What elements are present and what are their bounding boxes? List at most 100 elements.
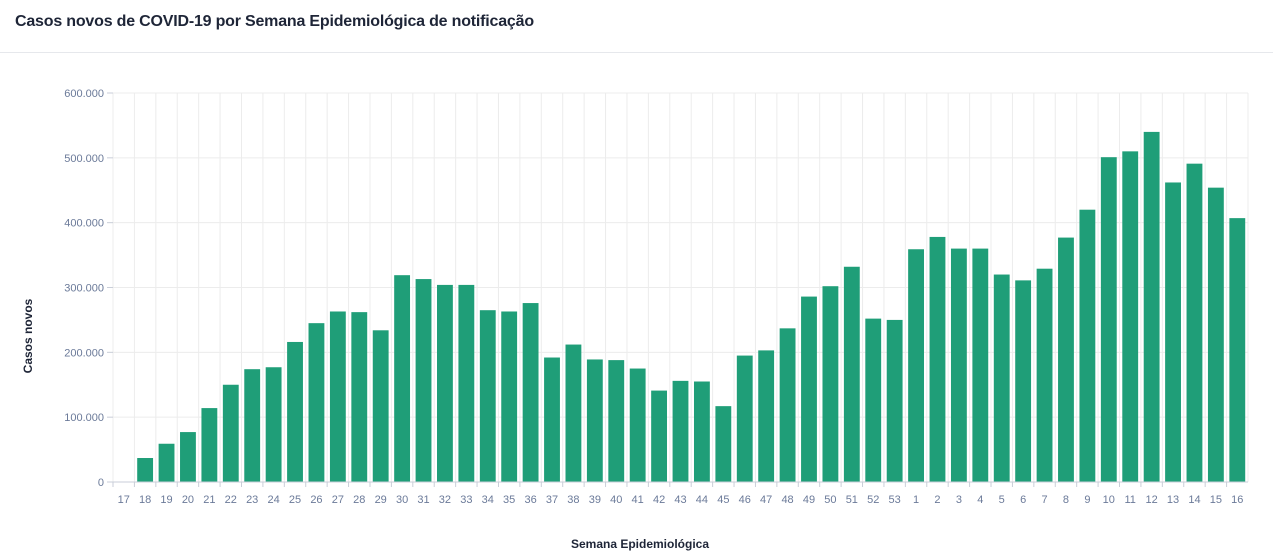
y-tick-label: 600.000 bbox=[64, 88, 104, 100]
x-tick-label: 8 bbox=[1063, 494, 1069, 506]
y-tick-label: 400.000 bbox=[64, 218, 104, 230]
bar-week-34[interactable] bbox=[479, 310, 496, 482]
y-tick-label: 300.000 bbox=[64, 283, 104, 295]
x-tick-label: 50 bbox=[824, 494, 836, 506]
x-tick-label: 10 bbox=[1103, 494, 1115, 506]
bar-week-11[interactable] bbox=[1122, 151, 1139, 482]
bar-week-35[interactable] bbox=[501, 311, 518, 482]
bar-week-9[interactable] bbox=[1079, 209, 1096, 482]
bar-week-46[interactable] bbox=[736, 355, 753, 482]
bar-week-5[interactable] bbox=[993, 274, 1010, 482]
bar-week-15[interactable] bbox=[1207, 187, 1224, 482]
bar-week-16[interactable] bbox=[1229, 218, 1246, 482]
bar-week-13[interactable] bbox=[1165, 182, 1181, 482]
bar-week-1[interactable] bbox=[908, 249, 924, 482]
bar-week-43[interactable] bbox=[672, 380, 689, 482]
x-tick-label: 42 bbox=[653, 494, 665, 506]
x-tick-label: 21 bbox=[203, 494, 215, 506]
bar-week-23[interactable] bbox=[244, 369, 261, 482]
x-tick-label: 29 bbox=[375, 494, 387, 506]
bar-week-53[interactable] bbox=[886, 319, 903, 482]
x-tick-label: 35 bbox=[503, 494, 515, 506]
bar-week-22[interactable] bbox=[222, 384, 239, 482]
bar-week-41[interactable] bbox=[629, 368, 646, 482]
bar-week-49[interactable] bbox=[801, 296, 817, 482]
bar-week-6[interactable] bbox=[1015, 280, 1032, 482]
x-tick-label: 15 bbox=[1210, 494, 1222, 506]
bar-week-52[interactable] bbox=[865, 318, 882, 482]
bar-week-28[interactable] bbox=[351, 312, 368, 482]
bar-week-2[interactable] bbox=[929, 236, 946, 482]
bar-week-38[interactable] bbox=[565, 344, 582, 482]
x-tick-label: 49 bbox=[803, 494, 815, 506]
x-tick-label: 36 bbox=[524, 494, 536, 506]
bar-week-8[interactable] bbox=[1058, 237, 1074, 482]
bar-week-21[interactable] bbox=[201, 408, 218, 482]
axes: 0 100.000 200.000 300.000 400.000 500.000 600.… bbox=[64, 88, 1248, 506]
y-axis-title: Casos novos bbox=[21, 298, 35, 373]
x-tick-label: 7 bbox=[1041, 494, 1047, 506]
x-tick-label: 31 bbox=[417, 494, 429, 506]
bar-week-36[interactable] bbox=[522, 303, 539, 482]
bar-week-48[interactable] bbox=[779, 328, 796, 482]
chart-header: Casos novos de COVID-19 por Semana Epide… bbox=[0, 0, 1273, 53]
x-tick-label: 23 bbox=[246, 494, 258, 506]
x-tick-label: 3 bbox=[956, 494, 962, 506]
bar-week-39[interactable] bbox=[586, 359, 603, 482]
y-tick-label: 500.000 bbox=[64, 153, 104, 165]
bar-week-37[interactable] bbox=[544, 357, 560, 482]
bar-week-51[interactable] bbox=[843, 266, 860, 482]
bar-week-3[interactable] bbox=[950, 248, 967, 482]
x-tick-label: 28 bbox=[353, 494, 365, 506]
bar-week-14[interactable] bbox=[1186, 163, 1203, 482]
bar-week-31[interactable] bbox=[415, 279, 432, 482]
bar-week-30[interactable] bbox=[394, 275, 411, 482]
x-tick-label: 27 bbox=[332, 494, 344, 506]
bar-week-47[interactable] bbox=[758, 350, 775, 482]
x-tick-label: 38 bbox=[567, 494, 579, 506]
bar-week-20[interactable] bbox=[180, 432, 196, 482]
bar-week-24[interactable] bbox=[265, 367, 282, 482]
bar-week-19[interactable] bbox=[158, 443, 175, 482]
bar-week-25[interactable] bbox=[287, 341, 303, 482]
x-tick-label: 16 bbox=[1231, 494, 1243, 506]
bar-week-4[interactable] bbox=[972, 248, 989, 482]
x-tick-label: 12 bbox=[1146, 494, 1158, 506]
x-tick-label: 19 bbox=[160, 494, 172, 506]
bar-week-29[interactable] bbox=[372, 330, 389, 482]
x-tick-label: 13 bbox=[1167, 494, 1179, 506]
bar-week-32[interactable] bbox=[437, 284, 453, 482]
bar-week-12[interactable] bbox=[1143, 131, 1160, 482]
x-tick-label: 40 bbox=[610, 494, 622, 506]
x-tick-label: 2 bbox=[934, 494, 940, 506]
x-tick-label: 43 bbox=[674, 494, 686, 506]
x-tick-label: 47 bbox=[760, 494, 772, 506]
x-tick-label: 4 bbox=[977, 494, 983, 506]
bar-week-44[interactable] bbox=[693, 381, 710, 482]
y-tick-label: 200.000 bbox=[64, 347, 104, 359]
bar-week-26[interactable] bbox=[308, 323, 325, 482]
bar-week-40[interactable] bbox=[608, 360, 625, 482]
x-tick-label: 51 bbox=[846, 494, 858, 506]
bar-week-10[interactable] bbox=[1100, 157, 1117, 482]
x-tick-label: 6 bbox=[1020, 494, 1026, 506]
bar-week-33[interactable] bbox=[458, 284, 475, 482]
x-tick-label: 33 bbox=[460, 494, 472, 506]
x-tick-label: 18 bbox=[139, 494, 151, 506]
x-tick-label: 48 bbox=[781, 494, 793, 506]
bar-week-45[interactable] bbox=[715, 406, 732, 482]
y-tick-label: 100.000 bbox=[64, 412, 104, 424]
x-tick-label: 41 bbox=[632, 494, 644, 506]
x-tick-label: 9 bbox=[1084, 494, 1090, 506]
x-tick-label: 11 bbox=[1125, 494, 1136, 506]
bar-week-42[interactable] bbox=[651, 390, 668, 482]
x-tick-label: 37 bbox=[546, 494, 558, 506]
bar-week-7[interactable] bbox=[1036, 268, 1053, 482]
x-tick-label: 52 bbox=[867, 494, 879, 506]
bar-week-50[interactable] bbox=[822, 286, 839, 482]
bar-week-18[interactable] bbox=[137, 458, 154, 482]
bar-week-27[interactable] bbox=[329, 311, 346, 482]
x-tick-label: 34 bbox=[482, 494, 494, 506]
x-tick-label: 5 bbox=[999, 494, 1005, 506]
